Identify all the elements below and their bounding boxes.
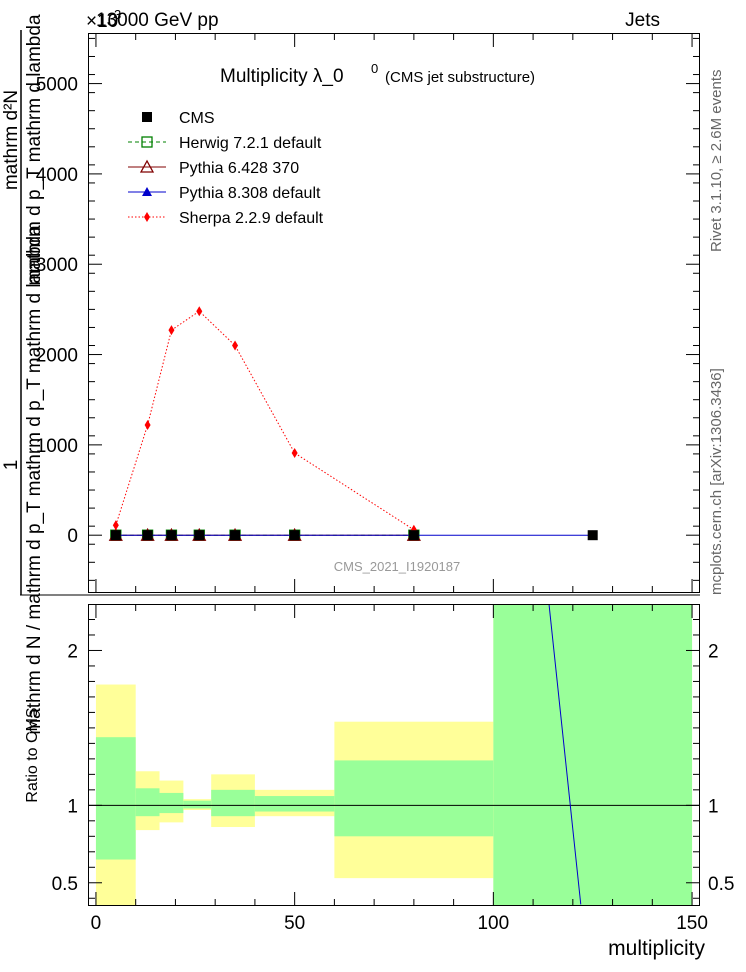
- svg-text:(CMS jet substructure): (CMS jet substructure): [385, 69, 535, 86]
- ratio-line: [548, 603, 582, 905]
- svg-text:3: 3: [114, 7, 121, 22]
- x-axis-label: multiplicity: [608, 937, 705, 960]
- ratio-y-tick-label-right: 1: [708, 796, 719, 817]
- legend-marker: [139, 159, 155, 173]
- ratio-y-axis-label: Ratio to CMS: [24, 707, 41, 802]
- ratio-y-tick-label: 2: [67, 641, 78, 662]
- uncertainty-band-inner: [334, 760, 494, 837]
- ratio-plot-frame: [88, 604, 700, 906]
- energy-label: 13000 GeV pp: [96, 10, 219, 31]
- uncertainty-band-inner: [95, 737, 136, 860]
- analysis-id: CMS_2021_I1920187: [334, 559, 461, 574]
- y-tick-label: 1000: [36, 436, 78, 457]
- svg-text:mathrm d p_T mathrm d lambda: mathrm d p_T mathrm d lambda: [24, 14, 45, 285]
- data-point: [110, 530, 121, 541]
- x-tick-label: 50: [284, 913, 305, 934]
- uncertainty-band-inner: [493, 604, 693, 906]
- legend-marker: [141, 136, 153, 148]
- x-tick-label: 0: [91, 913, 102, 934]
- legend-item: Herwig 7.2.1 default: [128, 135, 322, 152]
- legend: CMS Herwig 7.2.1 default Pythia 6.428 370 P…: [128, 110, 324, 227]
- main-title: Multiplicity λ_0 0 (CMS jet substructure…: [220, 61, 535, 87]
- ratio-y-tick-label: 0.5: [52, 874, 78, 895]
- ratio-y-tick-label-right: 2: [708, 641, 719, 662]
- legend-marker: [144, 212, 150, 222]
- series-cms: [110, 530, 598, 541]
- data-point: [166, 530, 177, 541]
- svg-text:mathrm d²N: mathrm d²N: [1, 90, 22, 190]
- y-tick-label: 5000: [36, 75, 78, 96]
- data-point: [168, 325, 175, 336]
- ratio-y-tick-label-right: 0.5: [708, 874, 734, 895]
- data-point: [112, 520, 119, 531]
- main-y-axis-label: 1 mathrm d N / mathrm d p_T mathrm d p_T…: [1, 14, 45, 735]
- ratio-bands: [95, 604, 693, 906]
- svg-text:1: 1: [1, 460, 22, 471]
- series-line: [115, 310, 415, 531]
- y-tick-label: 3000: [36, 255, 78, 276]
- legend-marker: [142, 112, 152, 122]
- svg-text:mathrm d N / mathrm d p_T math: mathrm d N / mathrm d p_T mathrm d p_T m…: [24, 225, 45, 735]
- legend-label: Sherpa 2.2.9 default: [179, 210, 324, 227]
- legend-label: Herwig 7.2.1 default: [179, 135, 322, 152]
- ratio-y-tick-label: 1: [67, 796, 78, 817]
- uncertainty-band-inner: [254, 796, 335, 812]
- series-pythia-8-308-default: [110, 530, 598, 540]
- x-axis-ticks: 0 50 100 150: [91, 33, 708, 934]
- legend-item: Sherpa 2.2.9 default: [128, 210, 324, 227]
- data-point: [289, 530, 300, 541]
- svg-text:Multiplicity λ_0: Multiplicity λ_0: [220, 66, 344, 87]
- y-tick-label: 0: [67, 526, 78, 547]
- ratio-y-ticks: 0.5 0.5 1 1 2 2: [52, 618, 734, 899]
- data-point: [196, 306, 203, 317]
- uncertainty-band-inner: [211, 789, 255, 817]
- x-tick-label: 100: [477, 913, 509, 934]
- data-point: [587, 530, 598, 541]
- legend-marker: [142, 187, 152, 196]
- legend-label: Pythia 6.428 370: [179, 160, 299, 177]
- main-plot-frame: [88, 33, 700, 593]
- legend-item: Pythia 6.428 370: [128, 159, 299, 177]
- y-tick-label: 4000: [36, 165, 78, 186]
- y-tick-label: 2000: [36, 346, 78, 367]
- legend-item: CMS: [142, 110, 215, 127]
- mcplots-label: mcplots.cern.ch [arXiv:1306.3436]: [708, 368, 725, 595]
- legend-label: CMS: [179, 110, 215, 127]
- x-tick-label: 150: [676, 913, 708, 934]
- main-series-layer: [108, 306, 598, 541]
- uncertainty-band-inner: [135, 788, 160, 817]
- svg-text:0: 0: [371, 61, 378, 76]
- data-point: [408, 530, 419, 541]
- y-exponent-label: ×10 3: [86, 7, 121, 32]
- legend-label: Pythia 8.308 default: [179, 185, 321, 202]
- data-point: [232, 340, 239, 351]
- data-point: [142, 530, 153, 541]
- data-point: [291, 448, 298, 458]
- legend-item: Pythia 8.308 default: [128, 185, 321, 202]
- uncertainty-band-inner: [159, 792, 184, 814]
- data-point: [230, 530, 241, 541]
- data-point: [194, 530, 205, 541]
- uncertainty-band-inner: [183, 800, 212, 809]
- process-label: Jets: [625, 10, 660, 31]
- data-point: [144, 420, 151, 430]
- ratio-lines: [548, 603, 582, 905]
- series-sherpa-2-2-9-default: [112, 306, 417, 535]
- svg-text:×10: ×10: [86, 11, 118, 32]
- rivet-label: Rivet 3.1.10, ≥ 2.6M events: [708, 70, 725, 253]
- main-y-ticks: 0 1000 2000 3000 4000 5000: [36, 37, 700, 581]
